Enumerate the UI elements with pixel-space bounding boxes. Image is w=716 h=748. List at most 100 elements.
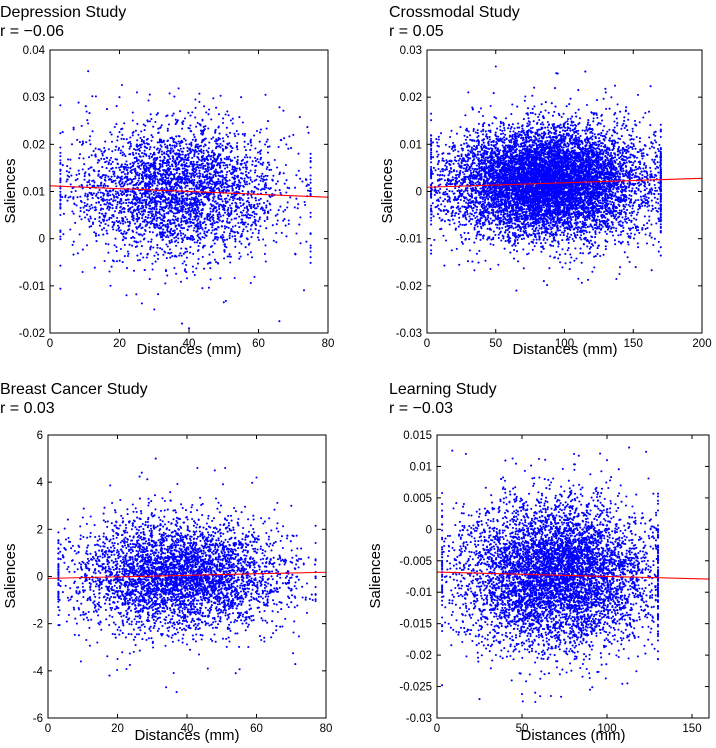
data-point <box>123 182 126 185</box>
data-point <box>78 233 81 236</box>
data-point <box>125 294 128 297</box>
data-point <box>161 182 164 185</box>
data-point <box>309 250 312 253</box>
data-point <box>216 213 219 216</box>
data-point <box>106 185 109 188</box>
data-point <box>133 160 137 164</box>
data-point <box>255 129 259 133</box>
data-point <box>92 150 95 153</box>
data-point <box>226 110 229 113</box>
data-point <box>183 236 186 239</box>
data-point <box>161 186 164 189</box>
data-points <box>59 70 312 330</box>
data-point <box>126 218 129 221</box>
data-point <box>157 127 160 130</box>
data-point <box>198 242 201 245</box>
data-point <box>216 238 219 241</box>
data-point <box>112 199 115 202</box>
data-point <box>149 173 153 176</box>
data-point <box>269 208 272 211</box>
data-point <box>164 231 167 234</box>
data-point <box>233 231 236 234</box>
data-point <box>211 199 214 202</box>
data-point <box>137 179 140 182</box>
data-point <box>144 191 147 194</box>
data-point <box>278 189 281 192</box>
data-point <box>165 115 168 118</box>
data-point <box>207 169 210 172</box>
data-point <box>135 157 138 160</box>
data-point <box>162 209 165 212</box>
data-point <box>139 207 142 210</box>
data-point <box>201 255 204 258</box>
data-point <box>219 236 222 239</box>
data-point <box>246 199 249 202</box>
data-point <box>139 212 142 216</box>
data-point <box>254 147 257 150</box>
data-point <box>106 207 109 210</box>
data-point <box>181 241 184 244</box>
data-point <box>81 270 84 274</box>
data-point <box>148 170 152 174</box>
data-point <box>159 148 162 151</box>
data-point <box>187 213 191 216</box>
data-point <box>249 281 252 285</box>
data-point <box>159 195 162 198</box>
data-point <box>190 172 193 175</box>
data-point <box>245 153 248 156</box>
data-point <box>184 139 187 142</box>
data-point <box>230 218 233 221</box>
data-point <box>155 208 158 211</box>
data-point <box>205 149 208 152</box>
data-point <box>98 188 101 191</box>
data-point <box>243 177 246 180</box>
data-point <box>125 168 128 171</box>
data-point <box>127 252 130 255</box>
data-point <box>108 216 111 219</box>
data-point <box>309 232 312 235</box>
data-point <box>249 228 252 231</box>
data-point <box>440 178 443 181</box>
data-point <box>184 216 187 219</box>
data-point <box>289 147 293 150</box>
data-point <box>240 218 243 221</box>
data-point <box>165 164 168 167</box>
data-point <box>120 83 124 87</box>
data-point <box>77 169 80 172</box>
data-point <box>193 136 196 139</box>
data-point <box>215 210 218 213</box>
data-point <box>131 205 134 208</box>
data-point <box>139 240 142 243</box>
data-point <box>256 203 259 206</box>
data-point <box>206 166 209 169</box>
data-point <box>212 219 215 223</box>
data-point <box>161 248 164 251</box>
data-point <box>193 175 196 178</box>
data-point <box>259 207 262 211</box>
data-point <box>141 217 144 220</box>
data-point <box>152 125 155 128</box>
data-point <box>133 148 136 151</box>
data-point <box>175 171 178 174</box>
data-point <box>122 193 125 196</box>
data-point <box>179 153 182 156</box>
data-point <box>97 173 100 176</box>
data-point <box>190 196 193 199</box>
data-point <box>167 236 170 239</box>
data-point <box>266 200 269 203</box>
data-point <box>194 196 198 199</box>
data-point <box>128 153 131 156</box>
data-point <box>69 167 72 170</box>
data-point <box>253 215 256 218</box>
data-point <box>214 131 217 134</box>
data-point <box>178 172 181 175</box>
data-point <box>83 175 86 178</box>
data-point <box>465 142 468 145</box>
data-point <box>201 158 204 161</box>
data-point <box>149 181 152 184</box>
data-point <box>206 193 209 196</box>
data-point <box>223 157 226 160</box>
data-point <box>167 123 171 126</box>
data-point <box>164 270 168 273</box>
data-point <box>234 209 237 212</box>
